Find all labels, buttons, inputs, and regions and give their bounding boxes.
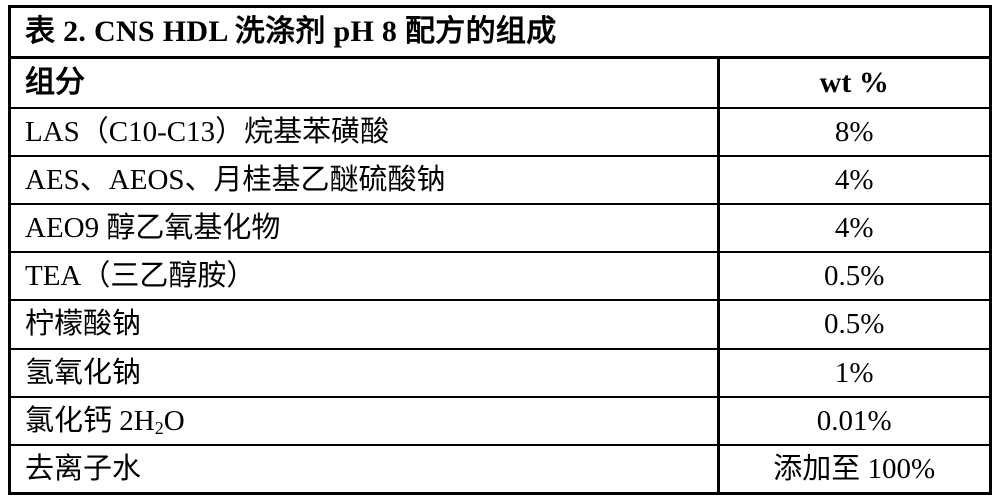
cell-weight: 8% [718,108,989,156]
cell-component: 氯化钙 2H2O [11,397,718,445]
table-row: 去离子水 添加至 100% [11,445,989,492]
cell-weight: 4% [718,156,989,204]
document-page: 表 2. CNS HDL 洗涤剂 pH 8 配方的组成 组分 wt % LAS（… [0,0,1000,502]
table-row: AES、AEOS、月桂基乙醚硫酸钠 4% [11,156,989,204]
table-title-cell: 表 2. CNS HDL 洗涤剂 pH 8 配方的组成 [11,8,989,57]
cell-component: AEO9 醇乙氧基化物 [11,204,718,252]
component-name: 氯化钙 2H2O [25,405,185,437]
component-name: AEO9 醇乙氧基化物 [25,212,280,244]
table-title-row: 表 2. CNS HDL 洗涤剂 pH 8 配方的组成 [11,8,989,57]
weight-value: 0.5% [720,309,990,339]
table-body: 表 2. CNS HDL 洗涤剂 pH 8 配方的组成 组分 wt % LAS（… [11,8,989,492]
cell-weight: 0.5% [718,300,989,348]
cell-component: AES、AEOS、月桂基乙醚硫酸钠 [11,156,718,204]
cell-component: TEA（三乙醇胺） [11,252,718,300]
table-row: 柠檬酸钠 0.5% [11,300,989,348]
component-name: 去离子水 [25,453,141,485]
component-name: AES、AEOS、月桂基乙醚硫酸钠 [25,164,446,196]
table-row: LAS（C10-C13）烷基苯磺酸 8% [11,108,989,156]
component-name: LAS（C10-C13）烷基苯磺酸 [25,116,389,148]
table-row: AEO9 醇乙氧基化物 4% [11,204,989,252]
weight-value: 4% [720,165,990,195]
weight-value: 添加至 100% [720,454,990,484]
column-header-weight: wt % [718,57,989,108]
cell-component: 柠檬酸钠 [11,300,718,348]
table-header-row: 组分 wt % [11,57,989,108]
table-row: 氯化钙 2H2O 0.01% [11,397,989,445]
cell-weight: 0.01% [718,397,989,445]
cell-weight: 4% [718,204,989,252]
cell-component: 去离子水 [11,445,718,492]
formulation-table: 表 2. CNS HDL 洗涤剂 pH 8 配方的组成 组分 wt % LAS（… [11,8,989,492]
cell-component: LAS（C10-C13）烷基苯磺酸 [11,108,718,156]
table-row: TEA（三乙醇胺） 0.5% [11,252,989,300]
component-name: TEA（三乙醇胺） [25,260,255,292]
formula-subscript: 2 [155,418,164,438]
table-caption: 表 2. CNS HDL 洗涤剂 pH 8 配方的组成 [25,15,557,48]
cell-weight: 1% [718,349,989,397]
component-name: 柠檬酸钠 [25,308,141,340]
cell-weight: 0.5% [718,252,989,300]
cell-weight: 添加至 100% [718,445,989,492]
column-header-component-label: 组分 [25,66,85,99]
formulation-table-container: 表 2. CNS HDL 洗涤剂 pH 8 配方的组成 组分 wt % LAS（… [8,5,992,495]
component-name: 氢氧化钠 [25,357,141,389]
column-header-weight-label: wt % [720,67,990,99]
weight-value: 1% [720,358,990,388]
weight-value: 0.5% [720,261,990,291]
cell-component: 氢氧化钠 [11,349,718,397]
table-row: 氢氧化钠 1% [11,349,989,397]
weight-value: 8% [720,117,990,147]
column-header-component: 组分 [11,57,718,108]
weight-value: 0.01% [720,406,990,436]
weight-value: 4% [720,213,990,243]
